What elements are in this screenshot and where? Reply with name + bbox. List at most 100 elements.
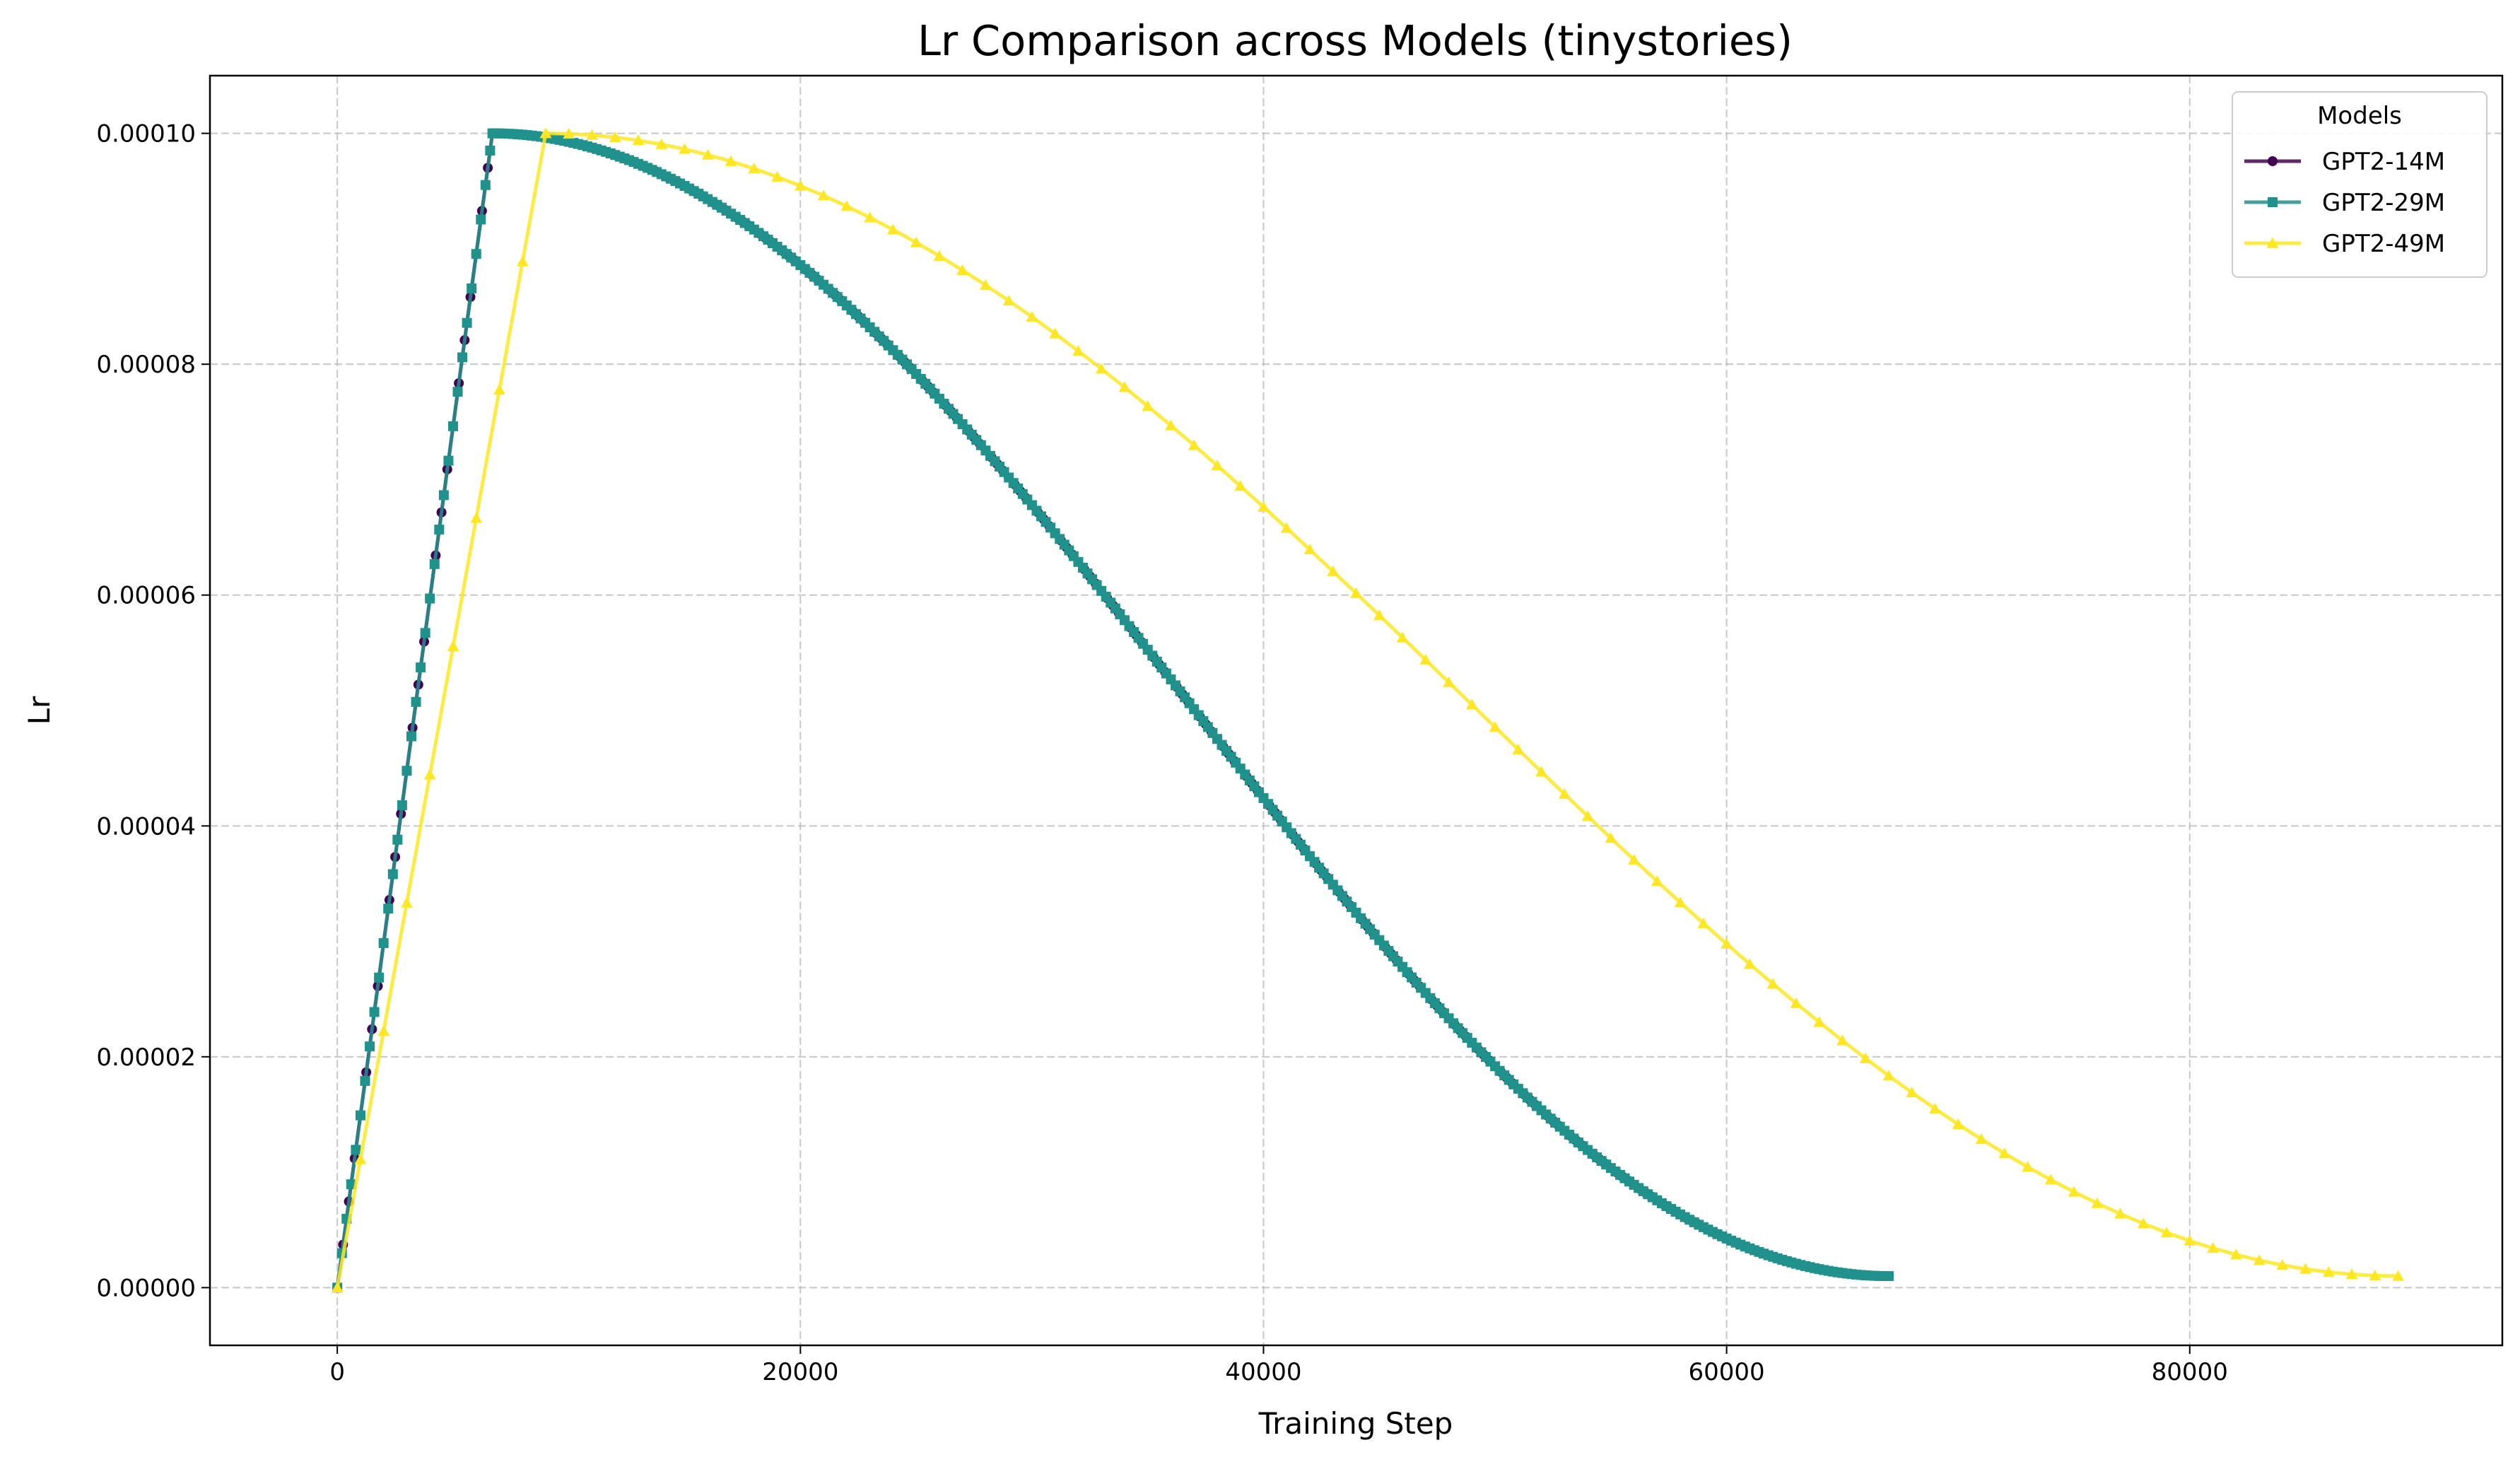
gpt2-49m-point	[679, 143, 691, 154]
gpt2-49m-point	[1280, 522, 1293, 533]
gpt2-29m-point	[397, 800, 407, 811]
gpt2-49m-point	[1443, 676, 1455, 687]
gpt2-49m-point	[1350, 587, 1362, 598]
gpt2-49m-point	[1072, 345, 1084, 356]
legend-entry-gpt2-14m: GPT2-14M	[2244, 148, 2445, 176]
gpt2-49m-point	[701, 148, 714, 160]
gpt2-29m-point	[411, 696, 421, 707]
gpt2-49m-point	[2184, 1234, 2196, 1246]
ticks: 0 20000 40000 60000 80000 0.00000 0.00002 0.000…	[96, 120, 2227, 1386]
legend: Models GPT2-14M GPT2-29M GPT2-49M	[2232, 91, 2487, 278]
gpt2-49m-point	[725, 155, 737, 166]
gpt2-49m-point	[864, 211, 876, 223]
gpt2-29m-point	[425, 593, 435, 604]
gpt2-29m-point	[351, 1145, 361, 1155]
chart-title: Lr Comparison across Models (tinystories…	[918, 16, 1793, 65]
gpt2-29m-point	[480, 180, 491, 190]
gpt2-29m-point	[443, 455, 454, 466]
series-gpt2-29m	[332, 128, 1894, 1293]
gpt2-49m-point	[1836, 1034, 1848, 1046]
gpt2-49m-point	[1465, 698, 1478, 710]
gpt2-49m-point	[1512, 743, 1525, 754]
gpt2-49m-point	[423, 768, 436, 780]
gpt2-49m-point	[2068, 1186, 2080, 1197]
gpt2-49m-point	[979, 279, 992, 291]
gpt2-29m-point	[365, 1041, 375, 1052]
gpt2-49m-point	[563, 127, 575, 139]
gpt2-49m-point	[2322, 1266, 2335, 1277]
gpt2-49m-point	[1165, 419, 1177, 431]
gpt2-49m-point	[2114, 1207, 2126, 1219]
gpt2-29m-point	[429, 559, 440, 569]
gpt2-29m-point	[434, 525, 445, 535]
legend-label: GPT2-49M	[2322, 230, 2445, 258]
gpt2-49m-point	[2207, 1242, 2219, 1253]
gpt2-49m-point	[1952, 1118, 1964, 1130]
y-axis-label: Lr	[22, 696, 57, 725]
gpt2-49m-point	[1373, 609, 1385, 621]
gpt2-49m-point	[377, 1025, 390, 1036]
x-tick-label: 20000	[762, 1358, 838, 1386]
x-tick-label: 60000	[1689, 1358, 1765, 1386]
gpt2-49m-point	[1303, 544, 1316, 555]
gpt2-29m-point	[447, 421, 458, 431]
gpt2-49m-point	[840, 200, 853, 211]
gpt2-49m-point	[1026, 310, 1038, 322]
legend-box	[2232, 91, 2487, 278]
gpt2-49m-point	[539, 127, 552, 139]
gpt2-29m-point	[387, 869, 398, 879]
gpt2-49m-point	[1790, 997, 1803, 1008]
gpt2-49m-point	[1674, 896, 1687, 908]
gpt2-49m-point	[1628, 853, 1640, 865]
gpt2-49m-point	[933, 250, 946, 261]
gpt2-49m-point	[493, 384, 505, 395]
gpt2-49m-point	[1489, 721, 1501, 732]
gpt2-29m-point	[402, 766, 412, 776]
gpt2-49m-point	[1142, 400, 1154, 411]
gpt2-49m-point	[1743, 958, 1756, 969]
gpt2-49m-point	[2160, 1227, 2173, 1238]
gpt2-49m-point	[1258, 501, 1270, 512]
gpt2-29m-point	[374, 972, 385, 983]
plot-frame	[209, 74, 2504, 1347]
gpt2-49m-point	[2276, 1259, 2289, 1270]
gpt2-29m-point	[392, 834, 403, 845]
legend-label: GPT2-29M	[2322, 189, 2445, 217]
gpt2-49m-point	[2229, 1248, 2242, 1260]
gpt2-49m-point	[354, 1153, 367, 1164]
x-axis-label: Training Step	[1258, 1406, 1453, 1441]
x-tick-label: 40000	[1225, 1358, 1301, 1386]
gpt2-49m-point	[1419, 654, 1432, 665]
gpt2-49m-point	[516, 255, 529, 267]
gpt2-49m-point	[1605, 832, 1617, 843]
gpt2-49m-point	[401, 896, 413, 908]
gpt2-49m-point	[1998, 1147, 2011, 1159]
gpt2-49m-point	[956, 264, 969, 275]
gpt2-49m-point	[1396, 631, 1409, 643]
gpt2-49m-point	[1118, 381, 1131, 392]
y-tick-label: 0.00000	[96, 1274, 196, 1302]
gpt2-49m-point	[1813, 1016, 1826, 1027]
gpt2-29m-point	[438, 490, 449, 501]
series-area	[331, 127, 2404, 1293]
gpt2-49m-point	[331, 1281, 344, 1293]
gpt2-29m-point	[467, 283, 477, 293]
gpt2-49m-point	[1002, 294, 1015, 306]
gpt2-49m-point	[2369, 1270, 2381, 1281]
gpt2-49m-point	[817, 189, 830, 201]
gpt2-49m-point	[2392, 1270, 2404, 1281]
legend-label: GPT2-14M	[2322, 148, 2445, 176]
gpt2-29m-point	[383, 903, 394, 914]
gpt2-49m-point	[2345, 1268, 2358, 1280]
gpt2-49m-point	[910, 236, 922, 247]
legend-gpt2-49m-point	[2266, 237, 2279, 248]
gpt2-49m-point	[886, 223, 899, 235]
gpt2-49m-point	[2299, 1263, 2311, 1274]
gpt2-29m-point	[485, 146, 496, 156]
gpt2-49m-point	[2044, 1174, 2057, 1185]
gpt2-49m-point	[1558, 788, 1571, 799]
gpt2-49m-point	[1975, 1133, 1988, 1145]
gpt2-49m-point	[1211, 460, 1224, 471]
y-tick-label: 0.00002	[96, 1043, 196, 1072]
